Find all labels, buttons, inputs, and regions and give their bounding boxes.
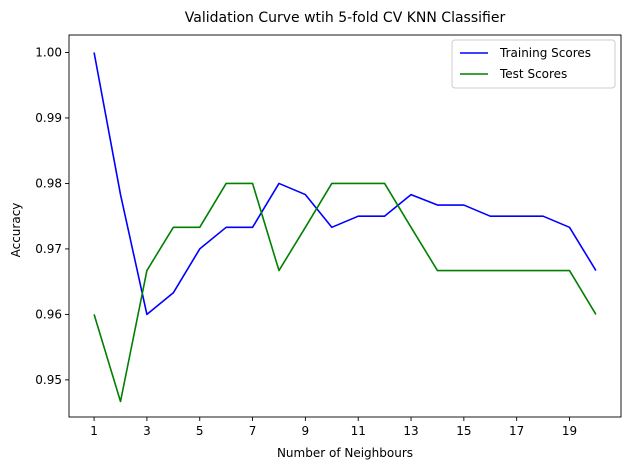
- y-tick-label: 0.99: [35, 111, 62, 125]
- axes-frame: [68, 34, 622, 418]
- chart-title: Validation Curve wtih 5-fold CV KNN Clas…: [185, 10, 506, 26]
- x-tick-label: 7: [249, 424, 257, 438]
- y-tick-label: 1.00: [35, 45, 62, 59]
- legend: Training Scores Test Scores: [451, 39, 616, 89]
- x-tick-label: 11: [351, 424, 366, 438]
- x-tick-label: 5: [196, 424, 204, 438]
- y-tick-label: 0.98: [35, 176, 62, 190]
- legend-box: [451, 39, 616, 89]
- y-tick-label: 0.97: [35, 242, 62, 256]
- plot-area: [93, 52, 597, 403]
- legend-label: Training Scores: [499, 46, 591, 60]
- series-line-test-scores: [93, 182, 597, 403]
- x-tick-label: 17: [509, 424, 524, 438]
- y-tick-label: 0.95: [35, 373, 62, 387]
- series-line-training-scores: [93, 52, 597, 316]
- x-tick-label: 19: [562, 424, 577, 438]
- x-tick-label: 3: [143, 424, 151, 438]
- axes: 1 3 5 7 9 11 13 15 17 190.950.960.970.980.991.00: [35, 34, 622, 438]
- y-tick-label: 0.96: [35, 307, 62, 321]
- x-axis-label: Number of Neighbours: [277, 446, 413, 460]
- y-axis-label: Accuracy: [9, 203, 23, 258]
- legend-label: Test Scores: [499, 67, 567, 81]
- x-tick-label: 13: [403, 424, 418, 438]
- x-tick-label: 1: [90, 424, 98, 438]
- x-tick-label: 9: [302, 424, 310, 438]
- x-tick-label: 15: [456, 424, 471, 438]
